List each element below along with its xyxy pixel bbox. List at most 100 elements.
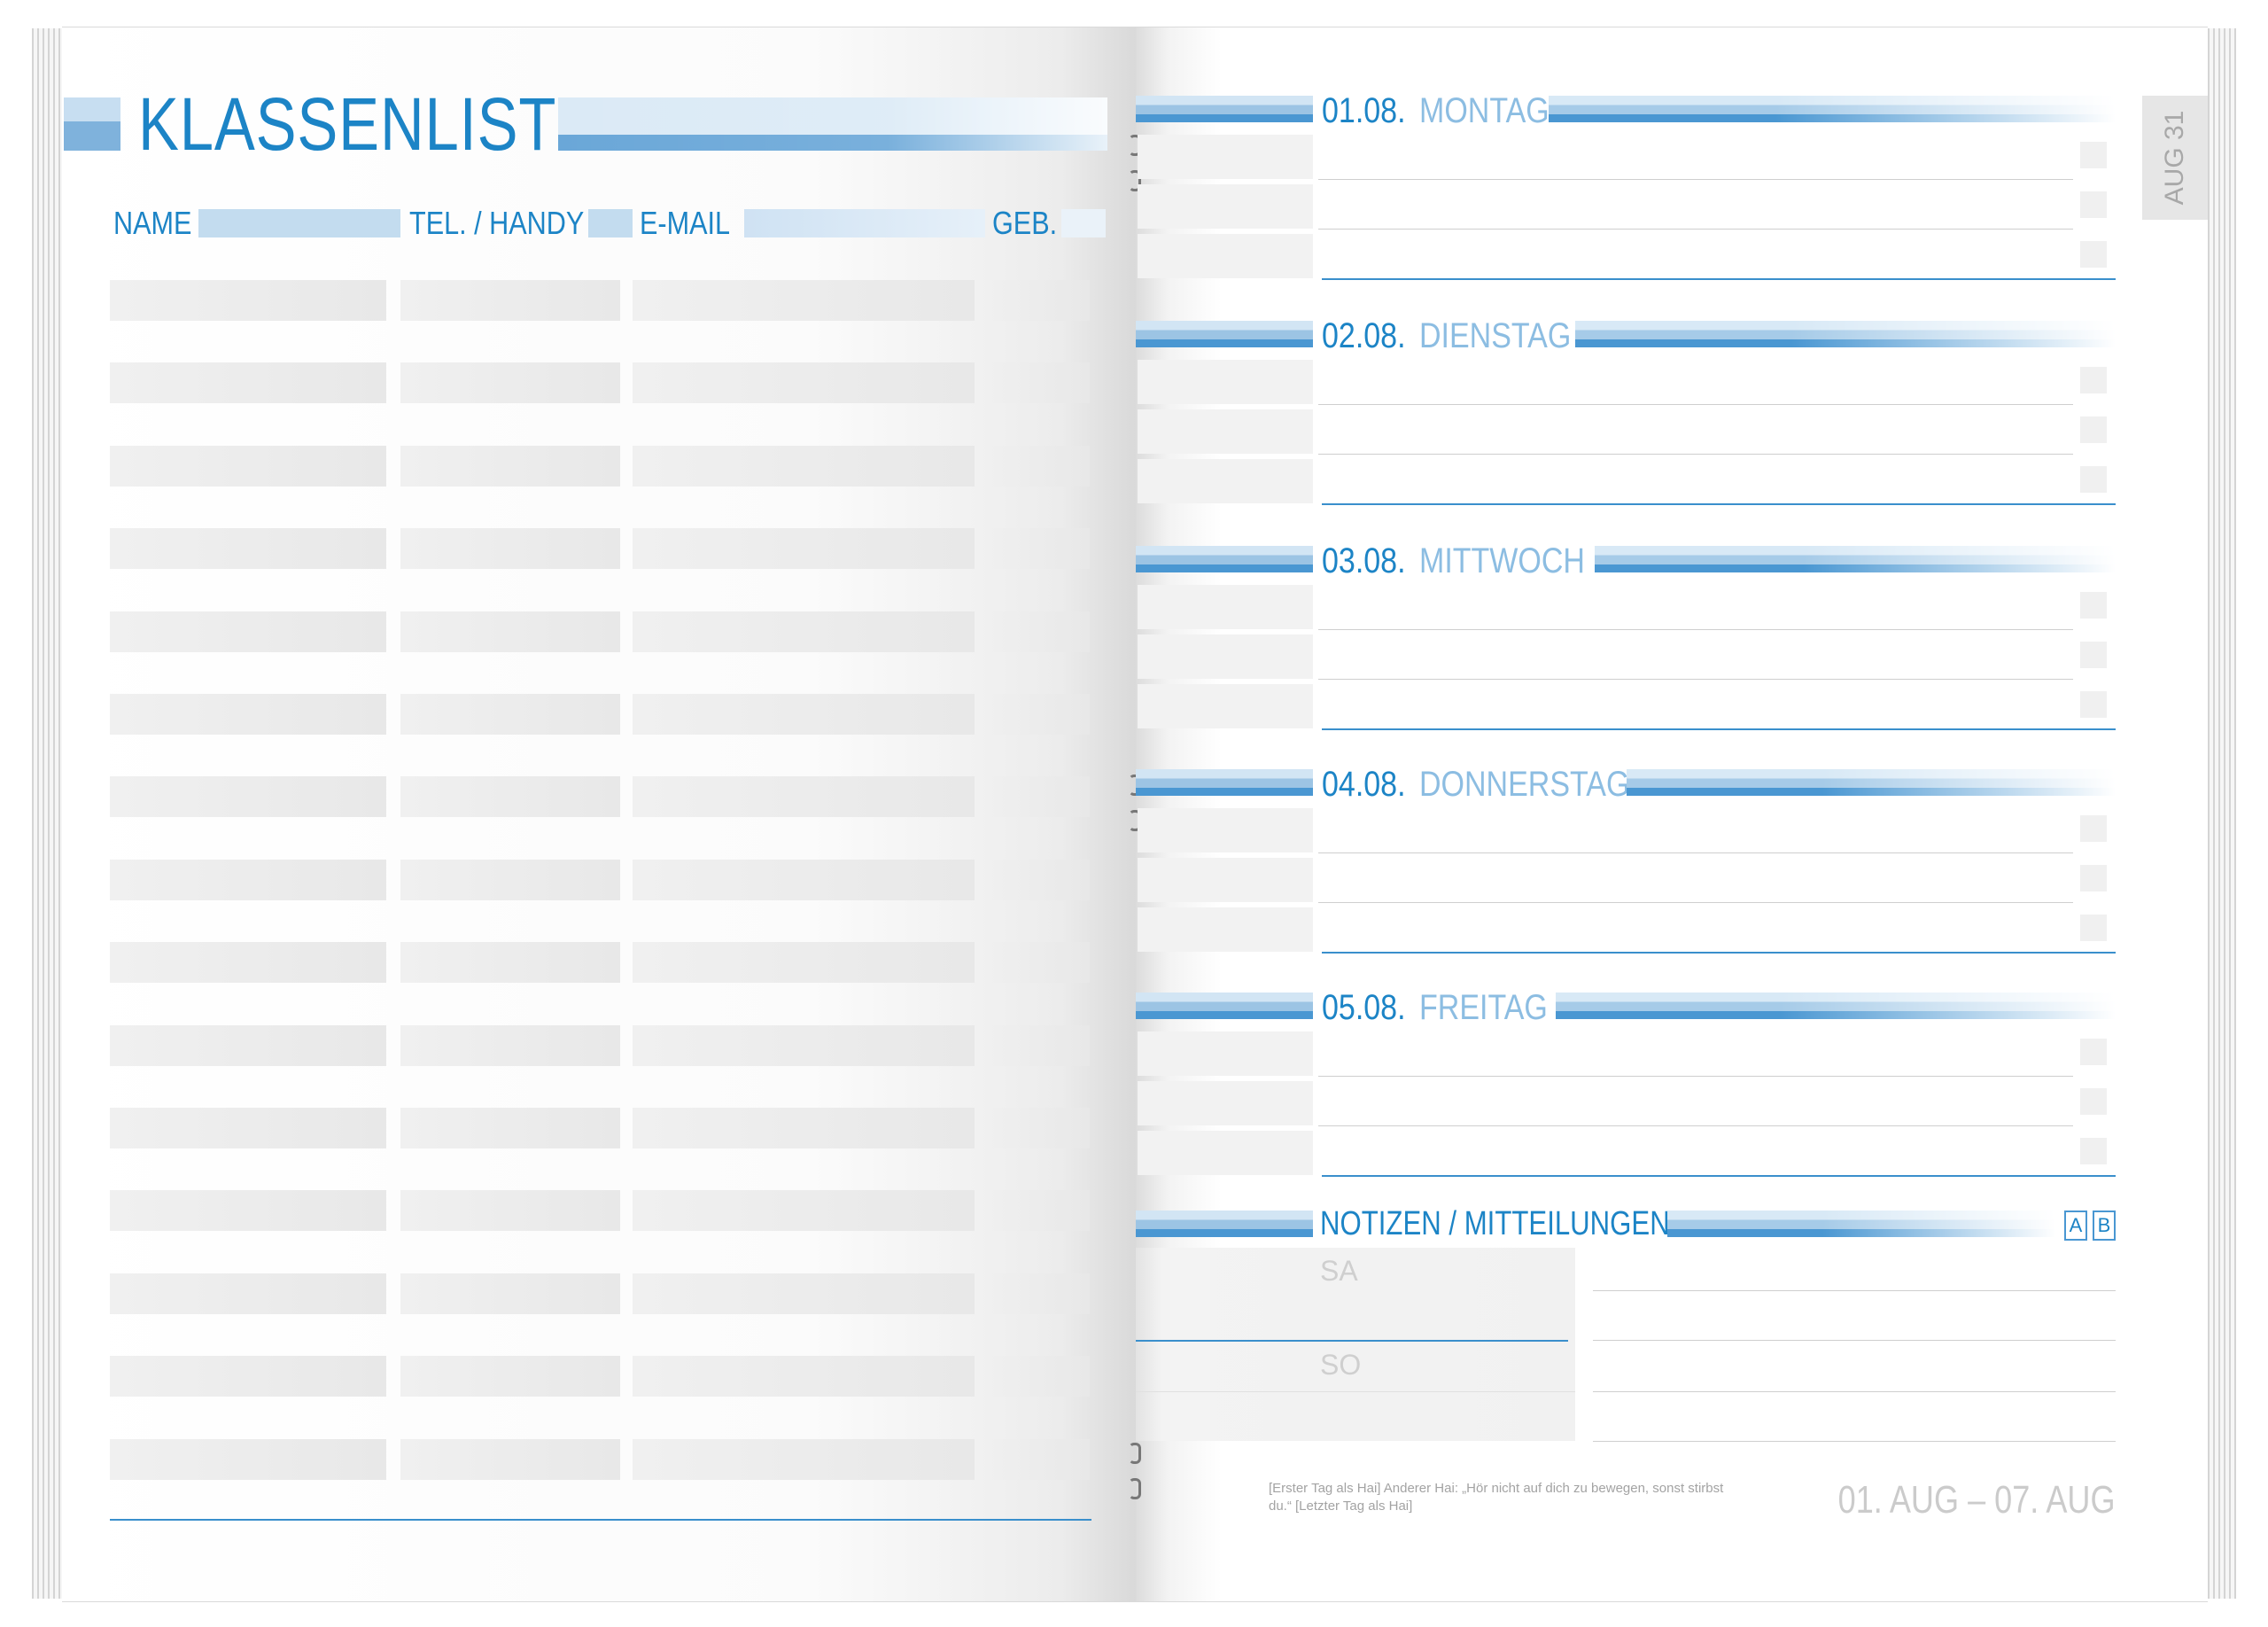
task-checkbox[interactable]	[2080, 1039, 2107, 1065]
notes-line[interactable]	[1593, 1340, 2116, 1341]
time-slot[interactable]	[1138, 184, 1313, 229]
day-entry-line[interactable]	[1322, 278, 2116, 280]
table-cell[interactable]	[400, 776, 620, 818]
table-cell[interactable]	[110, 445, 386, 487]
table-cell[interactable]	[110, 776, 386, 818]
task-checkbox[interactable]	[2080, 815, 2107, 842]
task-checkbox[interactable]	[2080, 691, 2107, 718]
table-cell[interactable]	[985, 1273, 1090, 1314]
day-entry-line[interactable]	[1318, 229, 2073, 230]
task-checkbox[interactable]	[2080, 191, 2107, 218]
time-slot[interactable]	[1138, 135, 1313, 179]
table-cell[interactable]	[985, 1024, 1090, 1066]
table-cell[interactable]	[400, 280, 620, 321]
table-cell[interactable]	[110, 611, 386, 652]
table-cell[interactable]	[985, 528, 1090, 570]
time-slot[interactable]	[1138, 634, 1313, 679]
table-cell[interactable]	[110, 942, 386, 984]
day-entry-line[interactable]	[1318, 679, 2073, 680]
table-cell[interactable]	[985, 1438, 1090, 1480]
task-checkbox[interactable]	[2080, 865, 2107, 891]
notes-line[interactable]	[1593, 1391, 2116, 1392]
table-cell[interactable]	[400, 1024, 620, 1066]
table-cell[interactable]	[110, 362, 386, 404]
table-cell[interactable]	[633, 1438, 975, 1480]
table-cell[interactable]	[633, 362, 975, 404]
table-cell[interactable]	[985, 445, 1090, 487]
table-cell[interactable]	[985, 280, 1090, 321]
table-cell[interactable]	[110, 528, 386, 570]
table-cell[interactable]	[110, 280, 386, 321]
table-cell[interactable]	[633, 1190, 975, 1232]
task-checkbox[interactable]	[2080, 592, 2107, 619]
task-checkbox[interactable]	[2080, 241, 2107, 268]
table-cell[interactable]	[985, 1108, 1090, 1148]
day-entry-line[interactable]	[1322, 952, 2116, 954]
table-cell[interactable]	[633, 611, 975, 652]
table-cell[interactable]	[633, 694, 975, 735]
table-cell[interactable]	[633, 528, 975, 570]
table-cell[interactable]	[633, 859, 975, 900]
table-cell[interactable]	[400, 859, 620, 900]
table-cell[interactable]	[985, 362, 1090, 404]
table-cell[interactable]	[633, 1356, 975, 1397]
time-slot[interactable]	[1138, 459, 1313, 503]
task-checkbox[interactable]	[2080, 1138, 2107, 1164]
time-slot[interactable]	[1138, 684, 1313, 728]
notes-line[interactable]	[1593, 1290, 2116, 1291]
table-cell[interactable]	[985, 1190, 1090, 1232]
time-slot[interactable]	[1138, 409, 1313, 454]
task-checkbox[interactable]	[2080, 915, 2107, 941]
day-entry-line[interactable]	[1322, 503, 2116, 505]
table-cell[interactable]	[110, 1438, 386, 1480]
table-cell[interactable]	[110, 1190, 386, 1232]
table-cell[interactable]	[633, 776, 975, 818]
time-slot[interactable]	[1138, 1031, 1313, 1076]
table-cell[interactable]	[985, 942, 1090, 984]
day-entry-line[interactable]	[1318, 902, 2073, 903]
table-cell[interactable]	[110, 1273, 386, 1314]
table-cell[interactable]	[110, 694, 386, 735]
time-slot[interactable]	[1138, 1131, 1313, 1175]
table-cell[interactable]	[110, 1108, 386, 1148]
table-cell[interactable]	[400, 528, 620, 570]
task-checkbox[interactable]	[2080, 642, 2107, 668]
notes-a-box[interactable]: A	[2064, 1211, 2087, 1241]
task-checkbox[interactable]	[2080, 367, 2107, 393]
table-cell[interactable]	[633, 280, 975, 321]
task-checkbox[interactable]	[2080, 466, 2107, 493]
day-entry-line[interactable]	[1318, 852, 2073, 853]
table-cell[interactable]	[400, 1190, 620, 1232]
table-cell[interactable]	[110, 859, 386, 900]
task-checkbox[interactable]	[2080, 416, 2107, 443]
table-cell[interactable]	[400, 611, 620, 652]
table-cell[interactable]	[633, 445, 975, 487]
month-tab[interactable]: AUG 31	[2142, 96, 2208, 220]
day-entry-line[interactable]	[1318, 629, 2073, 630]
time-slot[interactable]	[1138, 808, 1313, 852]
table-cell[interactable]	[400, 1273, 620, 1314]
table-cell[interactable]	[400, 445, 620, 487]
notes-b-box[interactable]: B	[2093, 1211, 2116, 1241]
table-cell[interactable]	[633, 1024, 975, 1066]
day-entry-line[interactable]	[1318, 404, 2073, 405]
table-cell[interactable]	[400, 1356, 620, 1397]
table-cell[interactable]	[633, 1273, 975, 1314]
table-cell[interactable]	[985, 694, 1090, 735]
table-cell[interactable]	[400, 694, 620, 735]
notes-line[interactable]	[1593, 1441, 2116, 1442]
table-cell[interactable]	[633, 942, 975, 984]
table-cell[interactable]	[110, 1356, 386, 1397]
time-slot[interactable]	[1138, 1081, 1313, 1125]
table-cell[interactable]	[985, 611, 1090, 652]
table-cell[interactable]	[633, 1108, 975, 1148]
time-slot[interactable]	[1138, 585, 1313, 629]
time-slot[interactable]	[1138, 234, 1313, 278]
table-cell[interactable]	[400, 942, 620, 984]
table-cell[interactable]	[400, 1108, 620, 1148]
time-slot[interactable]	[1138, 858, 1313, 902]
time-slot[interactable]	[1138, 360, 1313, 404]
time-slot[interactable]	[1138, 907, 1313, 952]
table-cell[interactable]	[985, 776, 1090, 818]
table-cell[interactable]	[985, 1356, 1090, 1397]
